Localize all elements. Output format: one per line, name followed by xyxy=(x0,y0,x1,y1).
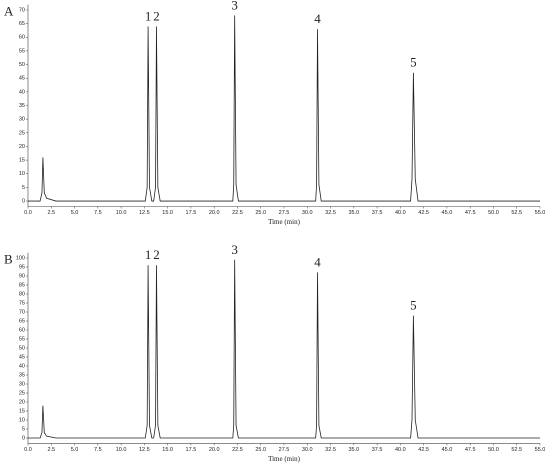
y-tick-label: 45 xyxy=(19,76,25,82)
y-tick-label: 55 xyxy=(19,48,25,54)
y-tick-label: 25 xyxy=(19,130,25,136)
x-tick-label: 0.0 xyxy=(24,210,32,216)
peak-label: 2 xyxy=(153,247,160,262)
peak-label: 1 xyxy=(145,8,152,23)
peak-label: 3 xyxy=(231,242,238,257)
y-tick-label: 50 xyxy=(19,62,25,68)
y-tick-label: 60 xyxy=(19,327,25,333)
x-tick-label: 50.0 xyxy=(488,447,499,453)
y-tick-label: 35 xyxy=(19,372,25,378)
x-tick-label: 35.0 xyxy=(348,210,359,216)
x-tick-label: 12.5 xyxy=(139,447,150,453)
peak-label: 3 xyxy=(231,0,238,12)
x-axis-label: Time (min) xyxy=(268,455,300,463)
peak-label: 5 xyxy=(410,298,417,313)
y-tick-label: 0 xyxy=(22,435,25,441)
x-tick-label: 25.0 xyxy=(255,210,266,216)
x-tick-label: 5.0 xyxy=(71,447,79,453)
x-tick-label: 35.0 xyxy=(348,447,359,453)
x-tick-label: 20.0 xyxy=(209,447,220,453)
x-tick-label: 37.5 xyxy=(372,210,383,216)
x-tick-label: 7.5 xyxy=(94,447,102,453)
x-tick-label: 7.5 xyxy=(94,210,102,216)
x-tick-label: 27.5 xyxy=(279,447,290,453)
y-tick-label: 30 xyxy=(19,117,25,123)
x-tick-label: 17.5 xyxy=(186,210,197,216)
x-tick-label: 15.0 xyxy=(162,210,173,216)
y-tick-label: 35 xyxy=(19,103,25,109)
x-tick-label: 32.5 xyxy=(325,210,336,216)
x-tick-label: 50.0 xyxy=(488,210,499,216)
y-tick-label: 60 xyxy=(19,35,25,41)
peak-label: 1 xyxy=(145,247,152,262)
chromatogram-line xyxy=(28,15,540,202)
x-tick-label: 22.5 xyxy=(232,447,243,453)
x-tick-label: 42.5 xyxy=(418,210,429,216)
x-tick-label: 25.0 xyxy=(255,447,266,453)
y-tick-label: 50 xyxy=(19,345,25,351)
x-tick-label: 52.5 xyxy=(511,210,522,216)
y-tick-label: 80 xyxy=(19,291,25,297)
y-tick-label: 40 xyxy=(19,89,25,95)
chromatogram-line xyxy=(28,259,540,439)
x-tick-label: 47.5 xyxy=(465,210,476,216)
x-tick-label: 32.5 xyxy=(325,447,336,453)
y-tick-label: 20 xyxy=(19,144,25,150)
x-tick-label: 45.0 xyxy=(442,447,453,453)
y-tick-label: 85 xyxy=(19,282,25,288)
x-tick-label: 47.5 xyxy=(465,447,476,453)
y-tick-label: 65 xyxy=(19,318,25,324)
x-tick-label: 10.0 xyxy=(116,210,127,216)
x-tick-label: 30.0 xyxy=(302,447,313,453)
y-tick-label: 30 xyxy=(19,381,25,387)
x-tick-label: 45.0 xyxy=(442,210,453,216)
panel-label: B xyxy=(4,252,13,267)
x-tick-label: 30.0 xyxy=(302,210,313,216)
peak-label: 5 xyxy=(410,55,417,70)
peak-label: 2 xyxy=(153,8,160,23)
y-tick-label: 15 xyxy=(19,158,25,164)
y-tick-label: 15 xyxy=(19,408,25,414)
x-tick-label: 17.5 xyxy=(186,447,197,453)
y-tick-label: 70 xyxy=(19,309,25,315)
x-tick-label: 42.5 xyxy=(418,447,429,453)
x-tick-label: 55.0 xyxy=(535,210,546,216)
x-tick-label: 5.0 xyxy=(71,210,79,216)
y-tick-label: 0 xyxy=(22,198,25,204)
y-tick-label: 40 xyxy=(19,363,25,369)
y-tick-label: 70 xyxy=(19,7,25,13)
y-tick-label: 5 xyxy=(22,185,25,191)
x-tick-label: 55.0 xyxy=(535,447,546,453)
y-tick-label: 10 xyxy=(19,171,25,177)
x-tick-label: 12.5 xyxy=(139,210,150,216)
x-tick-label: 52.5 xyxy=(511,447,522,453)
y-tick-label: 100 xyxy=(16,255,25,261)
panel-label: A xyxy=(4,3,14,18)
x-tick-label: 10.0 xyxy=(116,447,127,453)
y-tick-label: 90 xyxy=(19,273,25,279)
x-tick-label: 2.5 xyxy=(47,447,55,453)
x-tick-label: 27.5 xyxy=(279,210,290,216)
peak-label: 4 xyxy=(314,254,321,269)
y-tick-label: 65 xyxy=(19,21,25,27)
y-tick-label: 5 xyxy=(22,426,25,432)
x-axis-label: Time (min) xyxy=(268,218,300,226)
x-tick-label: 40.0 xyxy=(395,210,406,216)
x-tick-label: 37.5 xyxy=(372,447,383,453)
y-tick-label: 55 xyxy=(19,336,25,342)
y-tick-label: 25 xyxy=(19,390,25,396)
x-tick-label: 15.0 xyxy=(162,447,173,453)
y-tick-label: 20 xyxy=(19,399,25,405)
y-tick-label: 10 xyxy=(19,417,25,423)
peak-label: 4 xyxy=(314,11,321,26)
y-tick-label: 75 xyxy=(19,300,25,306)
x-tick-label: 20.0 xyxy=(209,210,220,216)
y-tick-label: 45 xyxy=(19,354,25,360)
x-tick-label: 22.5 xyxy=(232,210,243,216)
x-tick-label: 2.5 xyxy=(47,210,55,216)
x-tick-label: 0.0 xyxy=(24,447,32,453)
x-tick-label: 40.0 xyxy=(395,447,406,453)
y-tick-label: 95 xyxy=(19,264,25,270)
